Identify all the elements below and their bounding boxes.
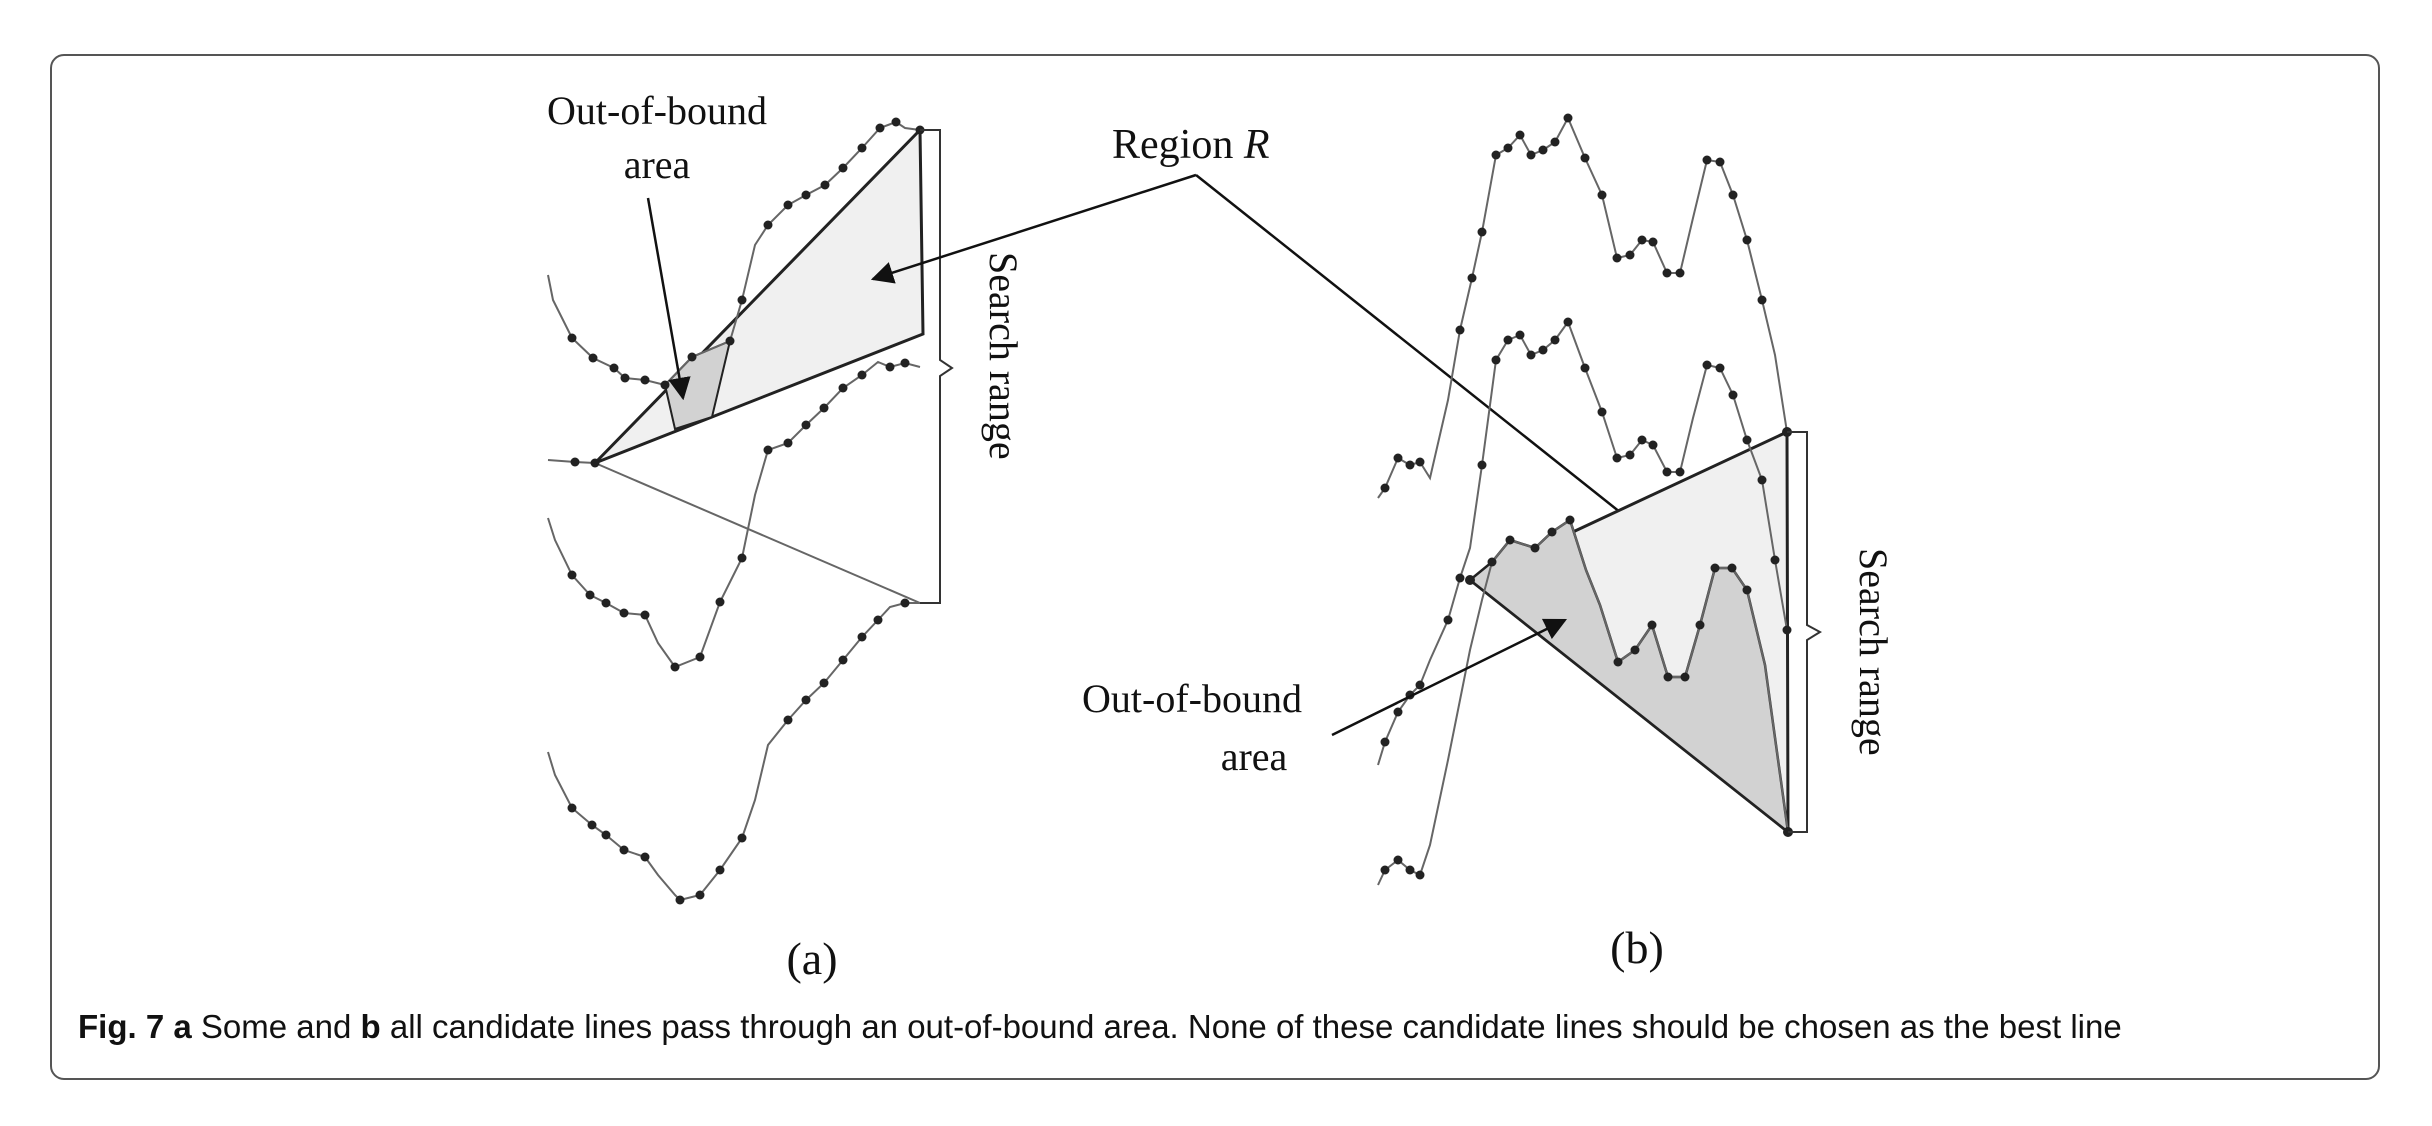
panel-a-series-1 (547, 120, 921, 387)
panel-b-search-range-bracket (1787, 431, 1823, 833)
panel-a-out-of-bound-label-line1: Out-of-bound (547, 88, 767, 133)
region-r-arrow-a (870, 173, 1197, 284)
region-r-annotation: Region R (870, 122, 1642, 530)
panel-b: Search range Out-of-bound area (b) (1082, 113, 1896, 973)
panel-b-out-of-bound-label-line2: area (1221, 734, 1288, 779)
panel-a-out-of-bound-label-line2: area (624, 142, 691, 187)
caption-fig-label: Fig. 7 (78, 1008, 165, 1045)
panel-b-out-of-bound-label-line1: Out-of-bound (1082, 676, 1302, 721)
region-r-label: Region R (1112, 122, 1269, 168)
panel-a: Search range Out-of-bound area (a) (547, 88, 1026, 984)
caption-b-label: b (360, 1008, 381, 1045)
panel-a-series-markers (567, 117, 925, 905)
panel-b-series-markers (1380, 113, 1793, 880)
caption-a-label: a (173, 1008, 192, 1045)
panel-b-label: (b) (1610, 922, 1664, 973)
caption-text-1: Some and (191, 1008, 361, 1045)
panel-b-series-3 (1377, 518, 1789, 886)
figure-frame (50, 54, 2380, 1080)
panel-a-out-of-bound-arrow (646, 197, 691, 401)
panel-b-series-1 (1377, 115, 1788, 499)
caption-text-2: all candidate lines pass through an out-… (380, 1008, 2122, 1045)
panel-a-search-range-label: Search range (981, 252, 1026, 460)
region-r-arrow-b (1195, 174, 1642, 530)
panel-a-search-range-bracket (920, 129, 954, 604)
panel-a-series-3 (547, 602, 920, 902)
figure-caption: Fig. 7 a Some and b all candidate lines … (78, 1008, 2358, 1046)
panel-a-label: (a) (786, 933, 837, 984)
panel-b-search-range-label: Search range (1851, 548, 1896, 756)
panel-a-candidate-line (594, 462, 921, 604)
panel-b-out-of-bound-arrow (1331, 618, 1568, 737)
